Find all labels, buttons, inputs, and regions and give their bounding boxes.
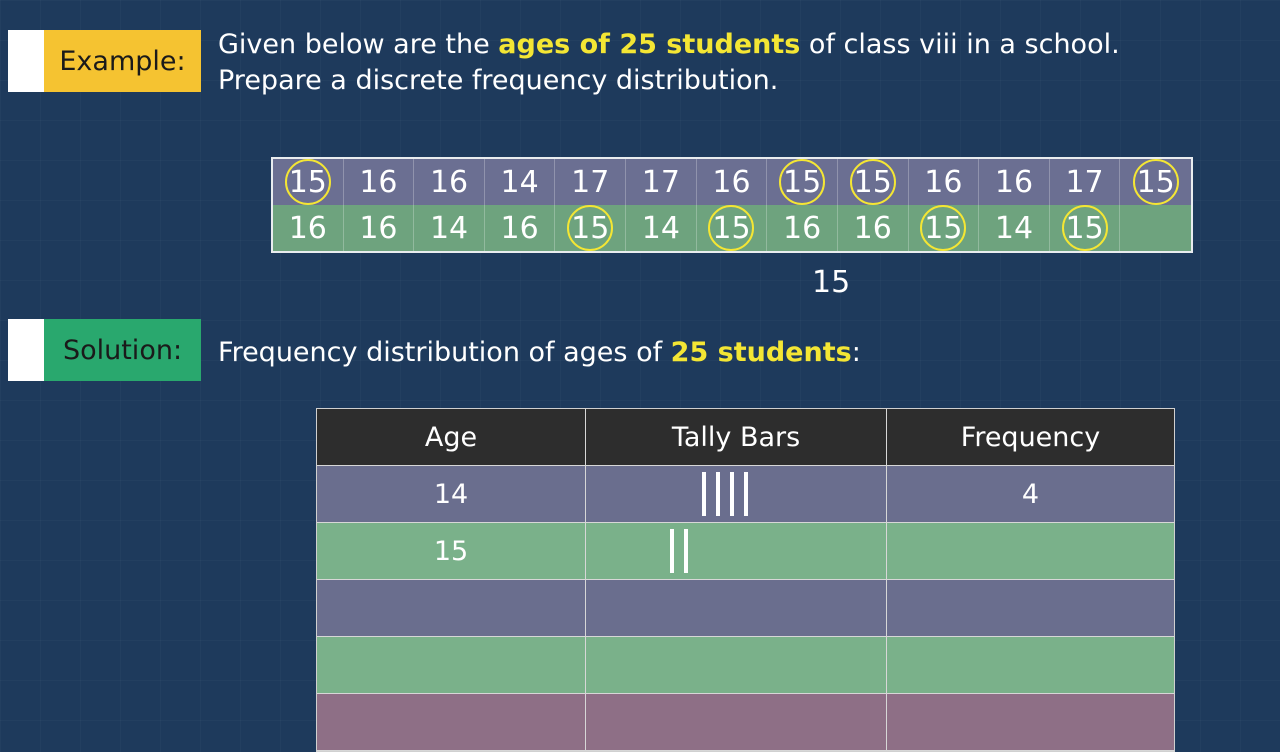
frequency-cell: 4 <box>887 466 1174 523</box>
age-value-cell: 16 <box>273 205 344 251</box>
age-cell <box>317 637 586 694</box>
age-value-cell: 15 <box>767 159 838 205</box>
tally-cell <box>586 523 887 580</box>
age-value-cell: 16 <box>343 159 415 205</box>
solution-text: Frequency distribution of ages of 25 stu… <box>218 335 861 371</box>
table-row: 14 4 <box>317 466 1174 523</box>
table-row <box>317 580 1174 637</box>
age-value-cell: 15 <box>837 159 909 205</box>
header-age: Age <box>317 409 586 466</box>
tally-bar <box>716 472 720 516</box>
table-header-row: Age Tally Bars Frequency <box>317 409 1174 466</box>
age-value-cell: 14 <box>484 159 556 205</box>
age-value-cell: 14 <box>979 205 1050 251</box>
label-accent-strip <box>8 30 44 92</box>
age-value-cell: 17 <box>626 159 697 205</box>
frequency-cell <box>887 580 1174 637</box>
age-value-cell <box>1120 205 1191 251</box>
age-value-cell: 16 <box>767 205 838 251</box>
age-cell <box>317 580 586 637</box>
tally-bar <box>684 529 688 573</box>
solution-label: Solution: <box>44 319 201 381</box>
header-tally-bars: Tally Bars <box>586 409 887 466</box>
frequency-cell <box>887 523 1174 580</box>
header-frequency: Frequency <box>887 409 1174 466</box>
age-cell: 15 <box>317 523 586 580</box>
age-value-cell: 16 <box>908 159 980 205</box>
age-value-cell: 16 <box>696 159 768 205</box>
frequency-cell <box>887 637 1174 694</box>
example-label-box: Example: <box>8 30 201 92</box>
table-row <box>317 694 1174 751</box>
age-cell: 14 <box>317 466 586 523</box>
age-value-cell: 14 <box>414 205 485 251</box>
label-accent-strip <box>8 319 44 381</box>
tally-marks <box>702 471 748 517</box>
tally-bar <box>670 529 674 573</box>
frequency-cell <box>887 694 1174 751</box>
age-value-cell: 15 <box>1049 205 1121 251</box>
tally-bar <box>702 472 706 516</box>
age-value-cell: 15 <box>908 205 980 251</box>
solution-text-post: : <box>851 337 861 368</box>
age-value-cell: 16 <box>343 205 415 251</box>
ages-data-grid: 15 16 16 14 17 17 16 15 15 16 16 17 15 16 16 14 16 15 14 15… <box>271 157 1193 253</box>
age-cell <box>317 694 586 751</box>
count-note: 15 <box>812 265 851 300</box>
age-value-cell: 14 <box>626 205 697 251</box>
solution-label-box: Solution: <box>8 319 201 381</box>
solution-text-pre: Frequency distribution of ages of <box>218 337 671 368</box>
age-value-cell: 16 <box>484 205 556 251</box>
example-highlight: ages of 25 students <box>498 29 801 60</box>
age-value-cell: 16 <box>837 205 909 251</box>
age-value-cell: 16 <box>979 159 1050 205</box>
example-line-1: Given below are the ages of 25 students … <box>218 27 1120 63</box>
age-value-cell: 17 <box>1049 159 1121 205</box>
age-value-cell: 15 <box>696 205 768 251</box>
table-row <box>317 637 1174 694</box>
age-value-cell: 17 <box>555 159 627 205</box>
example-line-2: Prepare a discrete frequency distributio… <box>218 65 779 96</box>
tally-cell <box>586 580 887 637</box>
example-question: Given below are the ages of 25 students … <box>218 27 1120 99</box>
age-value-cell: 15 <box>1120 159 1191 205</box>
tally-cell <box>586 466 887 523</box>
tally-bar <box>730 472 734 516</box>
table-row: 15 <box>317 523 1174 580</box>
tally-cell <box>586 637 887 694</box>
example-label: Example: <box>44 30 201 92</box>
example-line1-post: of class viii in a school. <box>800 29 1120 60</box>
age-value-cell: 16 <box>414 159 485 205</box>
tally-bar <box>744 472 748 516</box>
age-value-cell: 15 <box>273 159 344 205</box>
frequency-table: Age Tally Bars Frequency 14 4 15 <box>316 408 1175 752</box>
example-line1-pre: Given below are the <box>218 29 499 60</box>
tally-marks <box>670 528 688 574</box>
tally-cell <box>586 694 887 751</box>
solution-highlight: 25 students <box>670 337 852 368</box>
age-value-cell: 15 <box>555 205 627 251</box>
